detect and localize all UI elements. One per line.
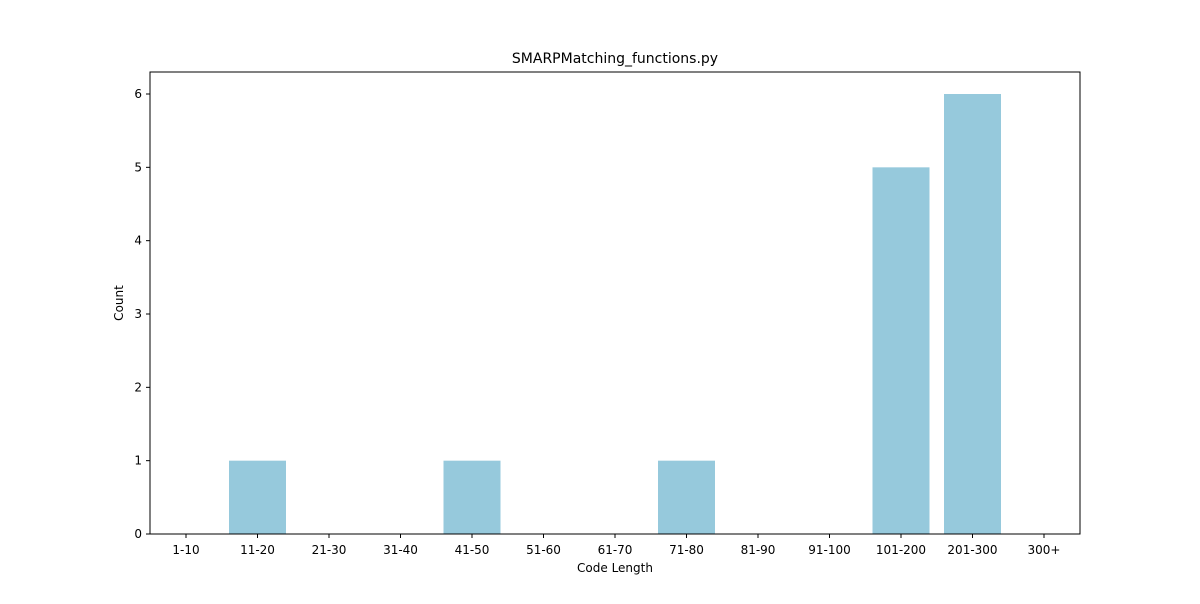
x-axis: 1-10 11-20 21-30 31-40 41-50 51-60 61-70 71-80 8…	[172, 534, 1060, 557]
bar-201-300	[944, 94, 1001, 534]
y-tick-label: 1	[134, 454, 142, 468]
bar-71-80	[658, 460, 715, 534]
bar-101-200	[872, 167, 930, 535]
x-tick-label: 91-100	[808, 543, 851, 557]
x-tick-label: 101-200	[876, 543, 926, 557]
y-tick-label: 0	[134, 527, 142, 541]
y-axis-label: Count	[112, 285, 126, 321]
bars-group	[229, 94, 1001, 535]
x-tick-label: 81-90	[741, 543, 776, 557]
y-tick-label: 3	[134, 307, 142, 321]
x-tick-label: 61-70	[598, 543, 633, 557]
y-tick-label: 2	[134, 380, 142, 394]
bar-11-20	[229, 460, 286, 534]
x-tick-label: 21-30	[312, 543, 347, 557]
chart-title: SMARPMatching_functions.py	[512, 51, 718, 67]
x-tick-label: 41-50	[455, 543, 490, 557]
x-axis-label: Code Length	[577, 561, 653, 575]
bar-41-50	[443, 460, 501, 534]
x-tick-label: 1-10	[172, 543, 199, 557]
x-tick-label: 11-20	[240, 543, 275, 557]
x-tick-label: 51-60	[526, 543, 561, 557]
x-tick-label: 201-300	[947, 543, 997, 557]
y-tick-label: 5	[134, 160, 142, 174]
x-tick-label: 300+	[1028, 543, 1061, 557]
y-tick-label: 6	[134, 87, 142, 101]
y-tick-label: 4	[134, 234, 142, 248]
y-axis: 0 1 2 3 4 5 6	[134, 87, 150, 541]
x-tick-label: 31-40	[383, 543, 418, 557]
x-tick-label: 71-80	[669, 543, 704, 557]
